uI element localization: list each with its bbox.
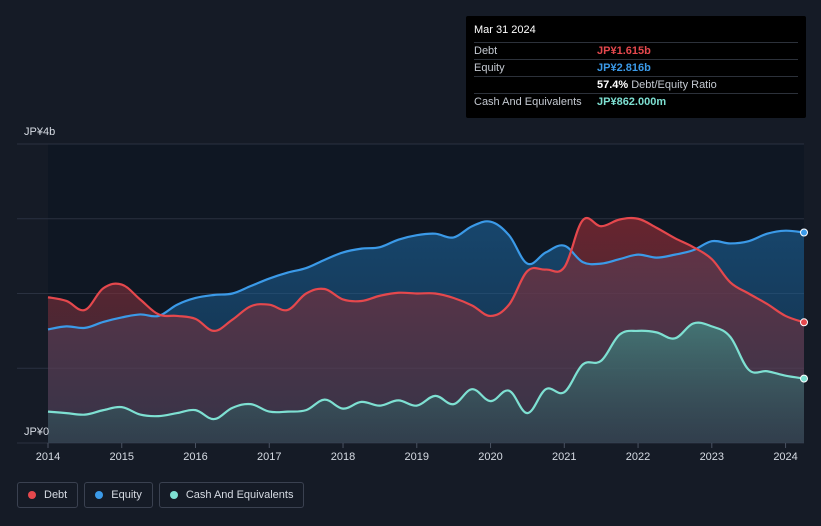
y-tick-label: JP¥4b	[24, 126, 55, 138]
legend-item-cash[interactable]: Cash And Equivalents	[158, 482, 305, 508]
x-tick-label: 2014	[36, 451, 60, 463]
equity-end-point	[800, 228, 808, 237]
legend-label-cash: Cash And Equivalents	[185, 489, 294, 501]
x-tick-label: 2024	[773, 451, 797, 463]
series-lines	[47, 216, 805, 421]
x-tick-label: 2020	[478, 451, 502, 463]
legend-label-equity: Equity	[111, 489, 142, 501]
legend-label-debt: Debt	[44, 489, 68, 501]
tooltip-equity-label: Equity	[474, 62, 505, 74]
x-tick-label: 2015	[110, 451, 134, 463]
x-tick-label: 2023	[700, 451, 724, 463]
legend-item-equity[interactable]: Equity	[84, 482, 153, 508]
tooltip-cash-label: Cash And Equivalents	[474, 96, 582, 108]
tooltip-cash-value: JP¥862.000m	[597, 96, 667, 108]
tooltip-row-debt: Debt JP¥1.615b	[474, 42, 798, 59]
tooltip-ratio-value: 57.4%	[597, 79, 629, 91]
y-tick-label: JP¥0	[24, 426, 49, 438]
chart-legend: Debt Equity Cash And Equivalents	[17, 482, 305, 508]
y-axis-labels: JP¥4b JP¥0	[24, 126, 55, 438]
x-tick-label: 2017	[257, 451, 281, 463]
debt-end-point	[800, 318, 808, 327]
tooltip-equity-value: JP¥2.816b	[597, 62, 651, 74]
tooltip-ratio-text: Debt/Equity Ratio	[631, 79, 717, 91]
x-tick-label: 2016	[183, 451, 207, 463]
x-axis-labels: 2014 2015 2016 2017 2018 2019 2020 2021 2022 2023…	[36, 443, 798, 463]
series-areas	[48, 217, 804, 443]
legend-dot-debt-icon	[28, 491, 36, 499]
cash-and-equivalents-end-point	[800, 374, 808, 383]
legend-dot-cash-icon	[169, 491, 178, 499]
tooltip-row-equity: Equity JP¥2.816b	[474, 59, 798, 76]
data-tooltip: Mar 31 2024 Debt JP¥1.615b Equity JP¥2.8…	[466, 16, 806, 118]
x-tick-label: 2018	[331, 451, 355, 463]
x-tick-label: 2022	[626, 451, 650, 463]
cash-and-equivalents-area	[48, 322, 804, 443]
tooltip-debt-value: JP¥1.615b	[597, 45, 651, 57]
cash-and-equivalents-line	[47, 321, 805, 421]
series-end-markers	[800, 228, 808, 383]
legend-item-debt[interactable]: Debt	[17, 482, 79, 508]
x-tick-label: 2019	[405, 451, 429, 463]
tooltip-row-cash: Cash And Equivalents JP¥862.000m	[474, 93, 798, 110]
debt-line	[47, 216, 805, 332]
tooltip-date: Mar 31 2024	[474, 24, 536, 36]
legend-dot-equity-icon	[95, 491, 104, 499]
equity-line	[47, 220, 805, 331]
tooltip-debt-label: Debt	[474, 45, 498, 57]
x-tick-label: 2021	[552, 451, 576, 463]
tooltip-row-ratio: 57.4% Debt/Equity Ratio	[474, 76, 798, 93]
